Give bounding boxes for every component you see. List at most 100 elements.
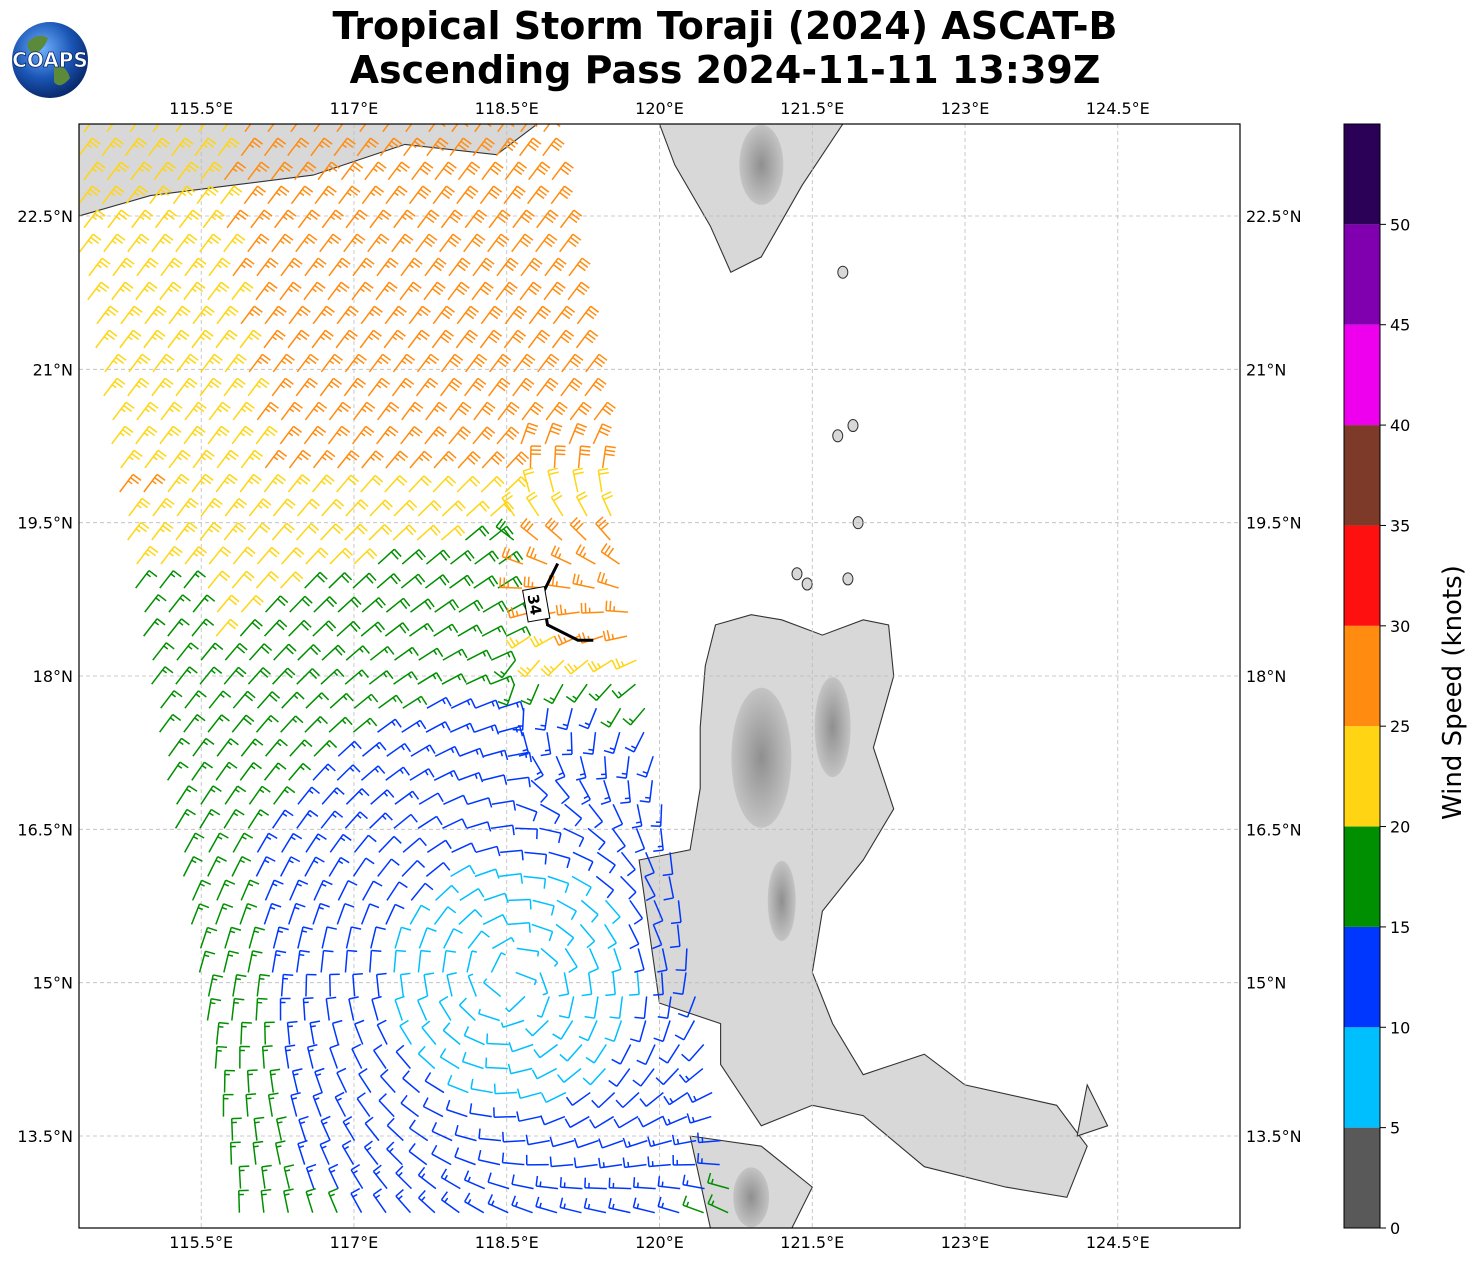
- wind-barb: [247, 377, 270, 397]
- wind-barb: [369, 949, 382, 973]
- wind-barb: [152, 497, 175, 517]
- wind-barb: [119, 473, 142, 493]
- wind-barb: [184, 690, 207, 709]
- wind-barb: [555, 923, 575, 947]
- wind-barb: [387, 161, 410, 181]
- wind-barb: [478, 1128, 502, 1142]
- wind-barb: [283, 1164, 295, 1189]
- wind-barb: [297, 1139, 308, 1165]
- wind-barb: [184, 401, 207, 421]
- wind-barb: [516, 1088, 542, 1100]
- wind-barb: [672, 1154, 696, 1166]
- wind-barb: [628, 924, 640, 950]
- wind-barb: [143, 329, 166, 349]
- wind-barb: [488, 377, 511, 397]
- wind-barb: [274, 209, 297, 229]
- wind-barb: [377, 718, 402, 733]
- wind-barb: [368, 353, 392, 373]
- wind-barb: [328, 257, 351, 277]
- wind-barb: [367, 377, 391, 397]
- wind-barb: [200, 353, 223, 373]
- wind-barb: [303, 281, 326, 301]
- wind-barb: [595, 875, 615, 899]
- land-layer: [79, 124, 1109, 1228]
- wind-barb: [279, 425, 302, 445]
- wind-barb: [508, 898, 532, 910]
- lat-tick-label-left: 15°N: [33, 974, 73, 993]
- wind-barb: [569, 401, 592, 421]
- wind-barb: [543, 281, 566, 301]
- wind-barb: [376, 425, 399, 445]
- wind-barb: [272, 353, 295, 373]
- wind-barb: [264, 1021, 275, 1045]
- wind-barb: [611, 827, 626, 853]
- wind-barb: [687, 1091, 713, 1104]
- wind-barb: [329, 692, 354, 709]
- wind-barb: [200, 785, 222, 805]
- wind-barb: [191, 879, 212, 901]
- wind-barb: [446, 972, 457, 997]
- wind-barb: [288, 449, 312, 469]
- wind-barb: [240, 305, 263, 325]
- wind-barb: [208, 401, 231, 421]
- wind-barb: [376, 257, 399, 277]
- wind-barb: [515, 971, 537, 986]
- wind-barb: [612, 803, 624, 830]
- wind-barb: [624, 731, 645, 753]
- wind-barb: [441, 673, 467, 685]
- wind-barb: [432, 475, 457, 493]
- wind-barb: [240, 1021, 252, 1045]
- wind-barb: [345, 209, 368, 229]
- wind-barb: [296, 523, 320, 541]
- wind-barb: [320, 1115, 331, 1141]
- wind-barb: [175, 377, 198, 397]
- wind-barb: [567, 281, 590, 301]
- colorbar-tick-label: 50: [1390, 215, 1410, 234]
- wind-barb: [280, 401, 303, 421]
- wind-barb: [319, 377, 342, 397]
- wind-barb: [336, 620, 361, 637]
- wind-barb: [112, 401, 135, 421]
- wind-barb: [707, 1194, 729, 1214]
- wind-barb: [334, 1091, 347, 1117]
- wind-barb: [319, 1139, 330, 1165]
- wind-barb: [507, 1063, 533, 1075]
- wind-barb: [312, 1091, 323, 1117]
- wind-barb: [399, 972, 411, 997]
- wind-barb: [312, 449, 336, 469]
- wind-barb: [402, 695, 428, 709]
- wind-barb: [620, 875, 637, 900]
- wind-barb: [283, 1188, 294, 1213]
- wind-barb: [320, 810, 344, 829]
- wind-barb: [409, 450, 433, 469]
- wind-barb: [417, 1166, 437, 1190]
- wind-barb: [535, 233, 558, 253]
- wind-barb: [443, 928, 463, 949]
- wind-barb: [288, 762, 312, 781]
- wind-barb: [449, 137, 472, 157]
- wind-barb: [345, 499, 369, 517]
- wind-barb: [496, 257, 519, 277]
- wind-barb: [671, 1134, 697, 1146]
- wind-barb: [555, 755, 566, 782]
- wind-barb: [247, 522, 271, 541]
- coaps-logo: COAPS: [12, 22, 88, 98]
- wind-barb: [379, 1068, 396, 1094]
- wind-barb: [103, 233, 126, 253]
- wind-barb: [402, 1070, 421, 1094]
- wind-barb: [223, 161, 247, 181]
- wind-barb: [248, 643, 273, 661]
- wind-barb: [317, 161, 340, 181]
- wind-barb: [568, 422, 588, 445]
- wind-barb: [547, 875, 570, 894]
- wind-barb: [580, 602, 604, 614]
- wind-barb: [662, 1115, 688, 1126]
- wind-barb: [151, 233, 174, 253]
- wind-barb: [415, 377, 439, 397]
- wind-barb: [531, 755, 544, 781]
- wind-barb: [168, 305, 191, 325]
- wind-barb: [457, 624, 483, 637]
- wind-barb: [451, 842, 477, 854]
- wind-barb: [247, 233, 270, 253]
- wind-barb: [127, 233, 150, 253]
